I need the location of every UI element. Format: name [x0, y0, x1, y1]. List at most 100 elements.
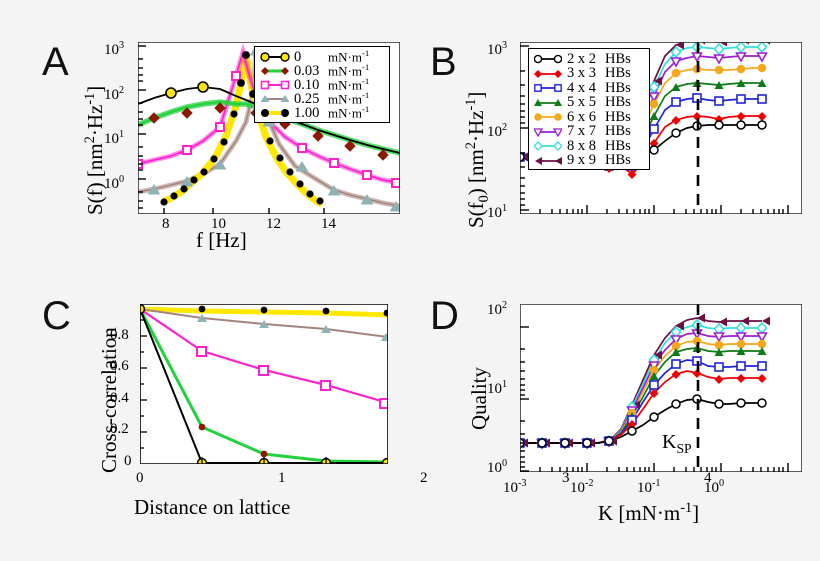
panel-a-letter: A	[42, 40, 69, 84]
panel-b-ylabel-text: S(f	[464, 202, 488, 228]
panel-a-legend-unit-1: mN·m-1	[328, 62, 370, 79]
legend-swatch-diamond-green	[261, 67, 289, 75]
panel-a-xtick-8: 8	[162, 216, 170, 232]
legend-swatch-7x7	[534, 128, 562, 138]
panel-c-x-axis-label: Distance on lattice	[134, 495, 291, 519]
panel-c-xtick-3: 3	[562, 470, 570, 486]
panel-d-letter: D	[430, 294, 459, 338]
panel-a-legend-item-0[interactable]: 0 mN·m-1	[260, 48, 385, 65]
panel-a-ytick-3: 103	[104, 40, 125, 58]
panel-d-ksp-annotation: KSP	[662, 431, 692, 456]
panel-b-ytick-2: 102	[487, 122, 508, 140]
legend-swatch-triangle-gray	[260, 95, 290, 102]
panel-b-legend-suffix-7: HBs	[605, 152, 631, 169]
panel-b-legend-label-7: 9 x 9	[567, 152, 596, 169]
panel-a-ylabel-exp2: -1	[82, 92, 98, 105]
panel-b-plot	[520, 42, 802, 214]
panel-c-markers-100	[198, 305, 388, 317]
panel-c-markers-025	[197, 314, 388, 341]
panel-c-xtick-1: 1	[278, 470, 286, 486]
panel-a-ytick-1: 101	[104, 129, 125, 147]
panel-a-legend-unit-3: mN·m-1	[328, 90, 370, 107]
panel-d-ytick-1: 101	[487, 379, 508, 397]
panel-a-ytick-2: 102	[104, 85, 125, 103]
panel-a-legend-label-3: 0.25	[294, 90, 320, 107]
panel-b-legend-item-6[interactable]: 8 x 8 HBs	[534, 137, 646, 154]
legend-swatch-8x8	[534, 141, 562, 152]
legend-swatch-circle-yellow	[260, 52, 290, 62]
legend-swatch-2x2	[534, 54, 562, 64]
panel-a-xtick-14: 14	[321, 216, 336, 232]
panel-b-legend-label-0: 2 x 2	[567, 50, 596, 67]
panel-a-xtick-10: 10	[211, 216, 226, 232]
panel-b-legend-suffix-6: HBs	[605, 137, 631, 154]
panel-a-legend-label-0: 0	[294, 48, 302, 65]
panel-b-legend-item-3[interactable]: 5 x 5 HBs	[534, 94, 646, 111]
legend-swatch-square-magenta	[260, 80, 290, 90]
panel-b-legend-item-0[interactable]: 2 x 2 HBs	[534, 50, 646, 67]
panel-d-markers-2x2	[520, 394, 767, 448]
panel-a-legend-item-3[interactable]: 0.25 mN·m-1	[260, 90, 385, 107]
panel-a-legend-unit-2: mN·m-1	[328, 76, 370, 93]
panel-a-legend-unit-4: mN·m-1	[328, 104, 370, 121]
panel-c-ytick-00: 0	[124, 453, 132, 469]
panel-b-legend-label-4: 6 x 6	[567, 108, 596, 125]
panel-b-legend-label-2: 4 x 4	[567, 79, 596, 96]
panel-a-legend-item-4[interactable]: 1.00 mN·m-1	[260, 104, 385, 121]
panel-d-xtick-0: 100	[704, 478, 725, 496]
panel-a-legend-label-1: 0.03	[294, 62, 320, 79]
panel-b-legend-suffix-5: HBs	[605, 123, 631, 140]
panel-d-x-axis-label: K [mN·m-1]	[598, 500, 700, 525]
panel-c-xtick-4: 4	[704, 470, 712, 486]
panel-c-plot	[140, 304, 388, 464]
panel-a-ylabel-exp1: 2	[82, 136, 98, 144]
legend-swatch-3x3	[534, 69, 562, 78]
panel-c-markers-010	[196, 346, 388, 409]
panel-d-ytick-0: 100	[487, 458, 508, 476]
panel-a-x-axis-label: f [Hz]	[196, 228, 247, 252]
panel-b-legend-suffix-2: HBs	[605, 79, 631, 96]
panel-a-legend-unit-0: mN·m-1	[328, 48, 370, 65]
panel-c-ytick-02: 0.2	[110, 421, 129, 437]
panel-b-legend-item-7[interactable]: 9 x 9 HBs	[534, 152, 646, 169]
panel-a-legend-item-1[interactable]: 0.03 mN·m-1	[260, 62, 385, 79]
panel-b-legend-label-6: 8 x 8	[567, 137, 596, 154]
panel-a-legend-item-2[interactable]: 0.10 mN·m-1	[260, 76, 385, 93]
panel-b-legend-item-2[interactable]: 4 x 4 HBs	[534, 79, 646, 96]
panel-a-ytick-0: 100	[104, 174, 125, 192]
panel-b-legend-item-5[interactable]: 7 x 7 HBs	[534, 123, 646, 140]
panel-d-plot	[520, 304, 802, 472]
panel-c-xtick-0: 0	[136, 470, 144, 486]
panel-a-legend: 0 mN·m-1 0.03 mN·m-1 0.10 mN·m	[254, 46, 390, 123]
panel-b-legend-label-3: 5 x 5	[567, 94, 596, 111]
panel-b-legend-suffix-4: HBs	[605, 108, 631, 125]
panel-b-legend-label-1: 3 x 3	[567, 65, 596, 82]
panel-c-ytick-06: 0.6	[110, 358, 129, 374]
panel-d-xtick-m3: 10-3	[503, 478, 527, 496]
legend-swatch-4x4	[534, 84, 562, 93]
panel-b-legend-suffix-3: HBs	[605, 94, 631, 111]
panel-a-legend-label-4: 1.00	[294, 104, 320, 121]
panel-a-xtick-12: 12	[266, 216, 281, 232]
panel-d-xtick-m1: 10-1	[637, 478, 661, 496]
panel-b-legend-item-4[interactable]: 6 x 6 HBs	[534, 108, 646, 125]
panel-b-legend-suffix-0: HBs	[605, 50, 631, 67]
panel-b-ytick-1: 101	[487, 203, 508, 221]
panel-d-ytick-2: 102	[487, 300, 508, 318]
panel-b-legend-suffix-1: HBs	[605, 65, 631, 82]
panel-a-markers-0	[165, 81, 209, 99]
panel-c-letter: C	[42, 294, 71, 338]
panel-b-legend-item-1[interactable]: 3 x 3 HBs	[534, 65, 646, 82]
panel-d-xtick-m2: 10-2	[570, 478, 594, 496]
panel-a-y-axis-label: S(f) [nm2·Hz-1]	[82, 86, 108, 215]
panel-b-legend-label-5: 7 x 7	[567, 123, 596, 140]
panel-d-y-axis-label: Quality	[467, 367, 491, 430]
legend-swatch-9x9	[535, 156, 562, 165]
panel-b-letter: B	[430, 40, 457, 84]
panel-c-ytick-08: 0.8	[110, 327, 129, 343]
panel-c-ytick-04: 0.4	[110, 390, 129, 406]
legend-swatch-5x5	[534, 98, 562, 106]
panel-a-markers-010	[138, 71, 400, 188]
panel-c-xtick-2: 2	[420, 470, 428, 486]
panel-b-legend: 2 x 2 HBs 3 x 3 HBs 4 x 4 HBs	[528, 48, 650, 170]
